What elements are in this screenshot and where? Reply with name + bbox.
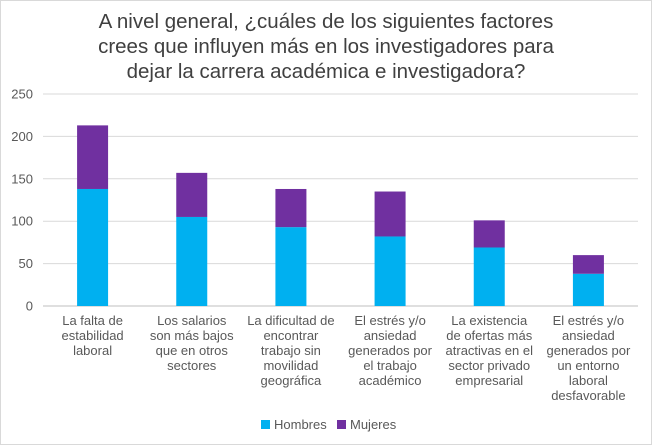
bar-mujeres-1 [77, 125, 109, 189]
bar-hombres-2 [176, 216, 208, 306]
y-tick-label: 50 [19, 256, 33, 271]
x-category-label: Los salarios son más bajos que en otros sec… [150, 313, 234, 373]
chart-title-line-3: dejar la carrera académica e investigado… [126, 60, 526, 83]
x-category-label: La existencia de ofertas más atractivas en… [446, 313, 534, 388]
y-tick-label: 200 [11, 129, 33, 144]
legend-swatch-hombres [261, 420, 270, 429]
y-tick-label: 150 [11, 171, 33, 186]
chart-title: A nivel general, ¿cuáles de los siguient… [40, 9, 612, 84]
bar-hombres-5 [473, 247, 505, 306]
bar-hombres-1 [77, 188, 109, 306]
bar-mujeres-6 [572, 255, 604, 274]
chart-title-line-2: crees que influyen más en los investigad… [98, 35, 554, 58]
x-category-label: La falta de estabilidad laboral [62, 313, 124, 358]
bar-mujeres-5 [473, 220, 505, 248]
bar-mujeres-4 [374, 191, 406, 237]
y-tick-label: 0 [26, 299, 33, 314]
legend-label-mujeres: Mujeres [350, 417, 397, 432]
bar-hombres-6 [572, 273, 604, 306]
x-category-label: El estrés y/o ansiedad generados por el tra… [348, 313, 433, 388]
bar-hombres-3 [275, 227, 307, 306]
bar-mujeres-2 [176, 172, 208, 217]
legend-label-hombres: Hombres [274, 417, 327, 432]
y-tick-label: 100 [11, 214, 33, 229]
chart-title-line-1: A nivel general, ¿cuáles de los siguient… [98, 10, 554, 33]
x-category-label: El estrés y/o ansiedad generados por un ent… [546, 313, 631, 403]
legend-swatch-mujeres [337, 420, 346, 429]
x-category-label: La dificultad de encontrar trabajo sin movi… [247, 313, 334, 388]
bar-mujeres-3 [275, 188, 307, 228]
bar-hombres-4 [374, 236, 406, 306]
y-tick-label: 250 [11, 87, 33, 102]
